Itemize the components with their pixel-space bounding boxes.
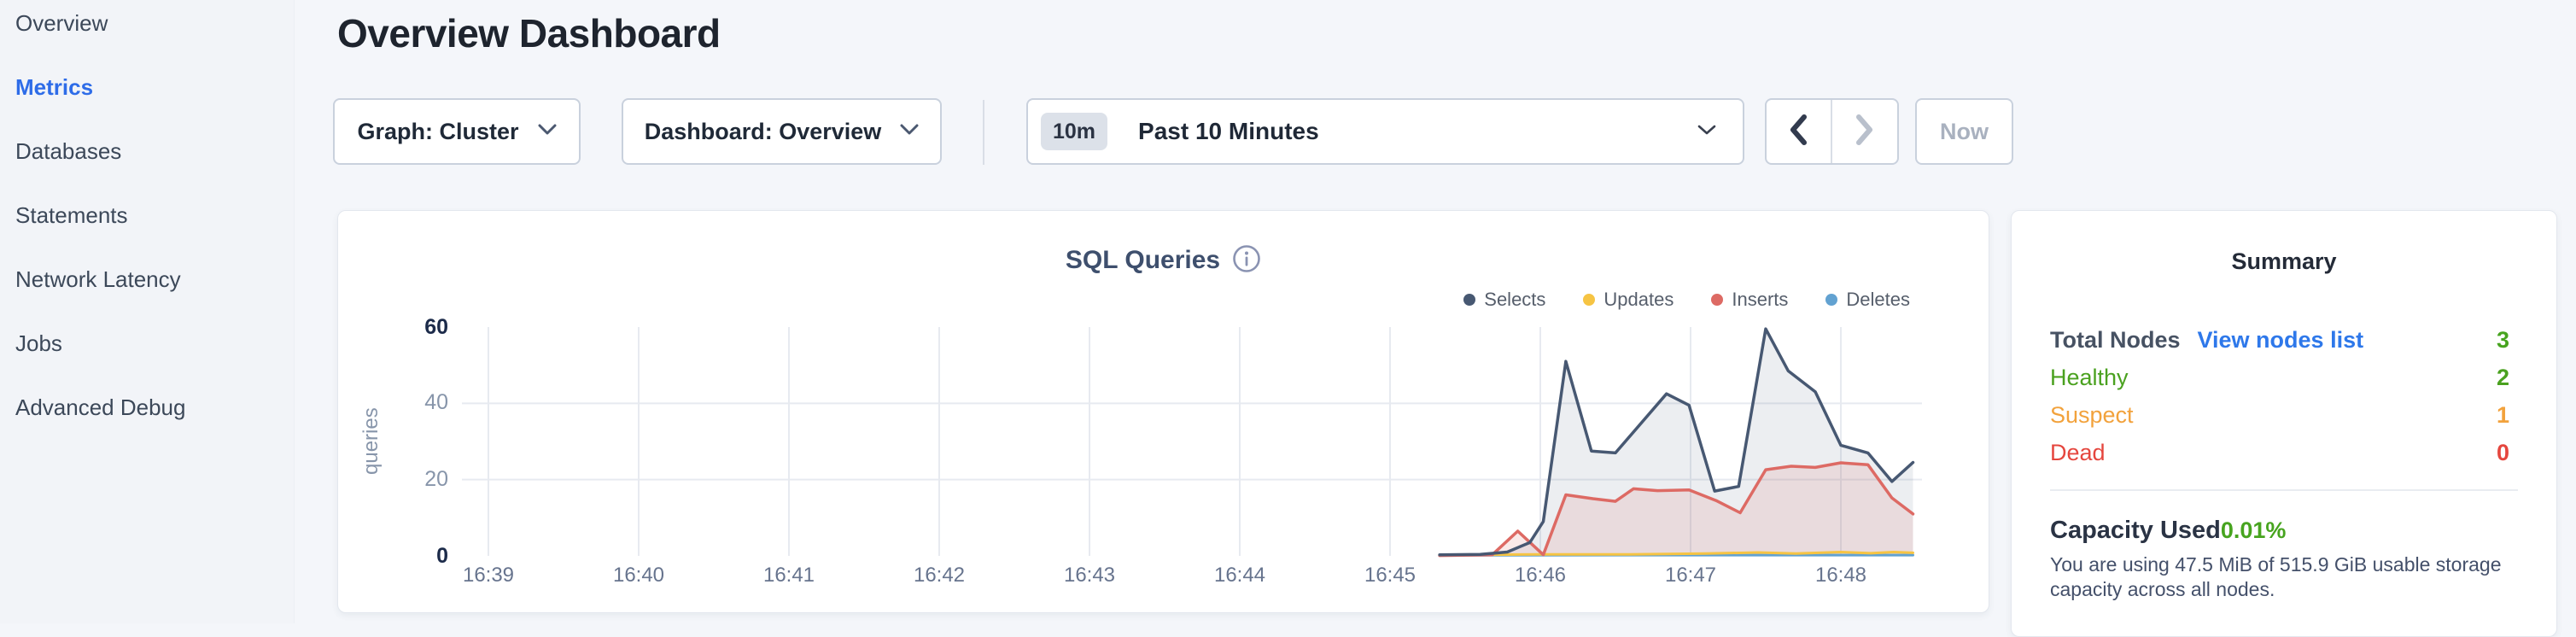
chevron-down-icon (1697, 124, 1717, 140)
capacity-used-label: Capacity Used (2050, 516, 2221, 544)
capacity-row: Capacity Used 0.01% (2050, 515, 2509, 546)
capacity-used-value: 0.01% (2220, 517, 2287, 543)
sql-queries-card: SQL Queries Selects Updates Inserts Dele… (337, 210, 1989, 613)
healthy-value: 2 (2496, 364, 2509, 390)
legend-item-updates[interactable]: Updates (1583, 289, 1674, 311)
total-nodes-label: Total Nodes (2050, 326, 2181, 353)
legend-label: Selects (1484, 289, 1546, 310)
x-tick: 16:47 (1664, 564, 1717, 587)
graph-dropdown[interactable]: Graph: Cluster (333, 98, 581, 165)
now-button-label: Now (1940, 118, 1989, 144)
dead-label: Dead (2050, 439, 2106, 465)
page-title: Overview Dashboard (337, 11, 721, 56)
dead-row: Dead 0 (2050, 434, 2509, 471)
sidebar-item-overview[interactable]: Overview (15, 10, 108, 36)
y-tick-0: 0 (436, 544, 448, 568)
y-tick-40: 40 (424, 390, 448, 414)
legend-item-deletes[interactable]: Deletes (1825, 289, 1910, 311)
controls-divider (983, 100, 984, 165)
legend-label: Inserts (1732, 289, 1789, 310)
suspect-label: Suspect (2050, 401, 2134, 428)
chevron-down-icon (900, 124, 919, 139)
deletes-dot-icon (1825, 294, 1838, 306)
healthy-label: Healthy (2050, 364, 2129, 390)
total-nodes-value: 3 (2496, 326, 2509, 353)
summary-panel: Summary Total Nodes View nodes list 3 He… (2011, 210, 2557, 637)
graph-dropdown-label: Graph: Cluster (357, 118, 519, 144)
legend-label: Updates (1603, 289, 1674, 310)
summary-divider (2050, 489, 2518, 491)
updates-dot-icon (1583, 294, 1596, 306)
chevron-down-icon (538, 124, 557, 139)
x-tick: 16:39 (462, 564, 515, 587)
view-nodes-list-link[interactable]: View nodes list (2197, 326, 2364, 353)
x-tick: 16:41 (762, 564, 815, 587)
chevron-right-icon (1855, 114, 1874, 150)
chart-title: SQL Queries (1065, 246, 1221, 274)
inserts-dot-icon (1711, 294, 1724, 306)
chevron-left-icon (1789, 114, 1808, 150)
dead-value: 0 (2496, 439, 2509, 465)
sidebar-item-metrics[interactable]: Metrics (15, 74, 94, 100)
legend-item-inserts[interactable]: Inserts (1711, 289, 1788, 311)
healthy-row: Healthy 2 (2050, 359, 2509, 396)
sidebar: Overview Metrics Databases Statements Ne… (0, 0, 295, 623)
time-step-group (1765, 98, 1899, 165)
suspect-row: Suspect 1 (2050, 396, 2509, 434)
x-tick: 16:44 (1213, 564, 1266, 587)
x-tick: 16:42 (913, 564, 966, 587)
sidebar-item-jobs[interactable]: Jobs (15, 330, 62, 356)
total-nodes-row: Total Nodes View nodes list 3 (2050, 321, 2509, 359)
x-tick: 16:45 (1364, 564, 1417, 587)
x-tick: 16:46 (1514, 564, 1567, 587)
selects-dot-icon (1463, 294, 1476, 306)
x-tick: 16:48 (1814, 564, 1867, 587)
legend-label: Deletes (1846, 289, 1910, 310)
dashboard-dropdown[interactable]: Dashboard: Overview (622, 98, 942, 165)
sidebar-item-network-latency[interactable]: Network Latency (15, 266, 181, 292)
y-tick-20: 20 (424, 467, 448, 491)
time-step-back-button[interactable] (1767, 100, 1832, 163)
dashboard-dropdown-label: Dashboard: Overview (644, 118, 882, 144)
legend-item-selects[interactable]: Selects (1463, 289, 1545, 311)
time-window-dropdown[interactable]: 10m Past 10 Minutes (1026, 98, 1744, 165)
x-tick: 16:43 (1063, 564, 1116, 587)
sidebar-item-statements[interactable]: Statements (15, 202, 128, 228)
now-button[interactable]: Now (1915, 98, 2013, 165)
sidebar-item-advanced-debug[interactable]: Advanced Debug (15, 394, 186, 420)
summary-title: Summary (2231, 248, 2337, 274)
time-window-label: Past 10 Minutes (1138, 118, 1319, 144)
chart-legend: Selects Updates Inserts Deletes (1463, 289, 1910, 311)
suspect-value: 1 (2496, 401, 2509, 428)
sidebar-item-databases[interactable]: Databases (15, 138, 122, 164)
time-step-forward-button[interactable] (1832, 100, 1898, 163)
x-tick: 16:40 (612, 564, 665, 587)
y-tick-60: 60 (424, 315, 448, 339)
time-window-badge: 10m (1041, 113, 1108, 150)
capacity-description: You are using 47.5 MiB of 515.9 GiB usab… (2050, 553, 2502, 600)
sql-queries-plot (462, 324, 1922, 559)
info-icon[interactable] (1232, 244, 1261, 278)
controls-row: Graph: Cluster Dashboard: Overview 10m P… (0, 98, 2576, 165)
